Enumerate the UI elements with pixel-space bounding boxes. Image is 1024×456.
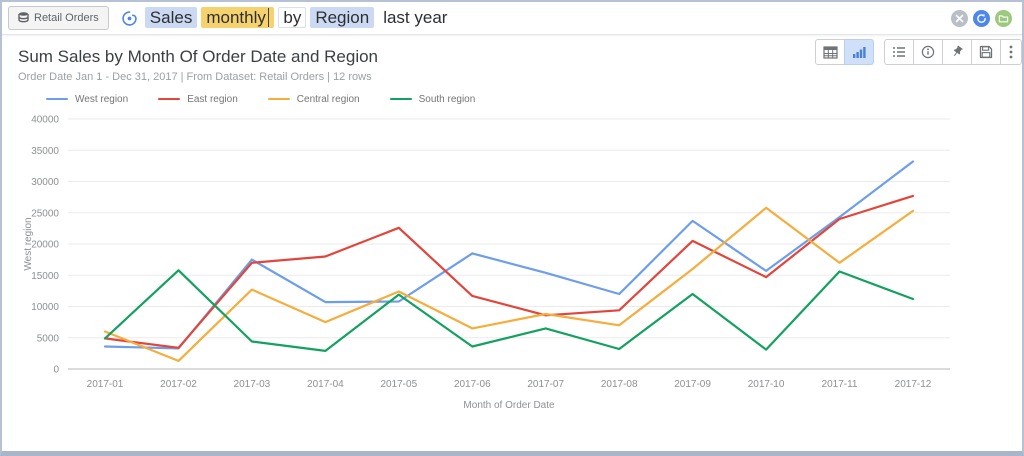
query-token-3[interactable]: Region [310, 7, 375, 28]
chart-plot-area[interactable]: 0 5000 10000 15000 20000 25000 30000 35000 40000… [18, 107, 1008, 411]
clear-query-icon[interactable] [951, 9, 968, 27]
query-input[interactable]: Sales monthly by Region last year [121, 7, 951, 29]
x-tick-label: 2017-08 [601, 379, 638, 390]
x-tick-label: 2017-09 [674, 379, 711, 390]
result-card: Sum Sales by Month Of Order Date and Reg… [2, 35, 1022, 414]
pin-button[interactable] [942, 39, 972, 65]
refresh-query-icon[interactable] [973, 9, 990, 27]
chart-view-button[interactable] [844, 39, 874, 65]
save-button[interactable] [971, 39, 1001, 65]
info-button[interactable] [913, 39, 943, 65]
legend-swatch [389, 97, 412, 101]
result-subtitle: Order Date Jan 1 - Dec 31, 2017 | From D… [18, 71, 372, 83]
table-view-button[interactable] [815, 39, 845, 65]
kebab-menu-icon [1009, 45, 1013, 59]
database-icon [18, 12, 29, 23]
y-tick-label: 35000 [31, 146, 59, 157]
y-tick-label: 0 [53, 365, 59, 376]
dataset-button[interactable]: Retail Orders [8, 6, 109, 30]
x-tick-label: 2017-05 [380, 379, 417, 390]
text-cursor [267, 8, 270, 27]
series-line-0 [103, 160, 915, 350]
legend-item-1[interactable]: East region [158, 94, 238, 105]
list-icon [893, 47, 905, 57]
series-line-1 [103, 194, 915, 349]
query-token-0[interactable]: Sales [144, 7, 198, 28]
y-tick-label: 25000 [31, 208, 59, 219]
y-axis-title: West region [23, 217, 34, 270]
table-icon [822, 45, 838, 59]
legend-label: East region [187, 93, 238, 105]
x-tick-label: 2017-10 [748, 379, 785, 390]
line-chart: West region East region Central region Sout… [18, 91, 1006, 414]
x-tick-label: 2017-11 [822, 379, 858, 390]
query-actions [951, 9, 1012, 27]
x-tick-label: 2017-03 [234, 379, 271, 390]
dataset-button-label: Retail Orders [34, 12, 99, 24]
legend-swatch [46, 97, 68, 101]
query-token-4[interactable]: last year [383, 8, 448, 27]
open-folder-icon[interactable] [995, 9, 1012, 27]
query-bar: Retail Orders Sales monthly by Region last y… [2, 2, 1022, 35]
legend-swatch [267, 97, 290, 101]
info-icon [921, 45, 935, 59]
more-options-button[interactable] [1000, 39, 1022, 65]
y-tick-label: 5000 [37, 333, 60, 344]
chart-toolbar [815, 39, 1022, 65]
series-line-3 [103, 269, 915, 352]
query-logo-icon [122, 10, 137, 26]
y-tick-label: 40000 [31, 115, 59, 126]
y-tick-label: 20000 [31, 240, 59, 251]
legend-label: West region [75, 93, 129, 105]
chart-actions-group [884, 39, 1022, 65]
legend-item-2[interactable]: Central region [267, 93, 360, 105]
page-title: Sum Sales by Month Of Order Date and Reg… [18, 47, 379, 66]
x-tick-label: 2017-04 [307, 379, 344, 390]
pushpin-icon [953, 45, 963, 57]
legend-item-3[interactable]: South region [389, 93, 476, 105]
query-token-2[interactable]: by [278, 7, 307, 28]
legend-swatch [158, 97, 181, 101]
chart-legend: West region East region Central region Sout… [46, 91, 1006, 107]
x-tick-label: 2017-06 [454, 379, 491, 390]
y-tick-label: 15000 [31, 271, 59, 282]
series-line-2 [103, 206, 915, 362]
y-tick-label: 10000 [31, 302, 59, 313]
x-tick-label: 2017-12 [895, 379, 932, 390]
bar-chart-icon [852, 46, 866, 58]
x-tick-label: 2017-02 [160, 379, 197, 390]
list-options-button[interactable] [884, 39, 914, 65]
x-tick-label: 2017-07 [527, 379, 564, 390]
save-icon [979, 45, 993, 59]
view-switch-group [815, 39, 874, 65]
legend-label: Central region [296, 93, 360, 105]
x-axis-title: Month of Order Date [463, 400, 555, 409]
legend-label: South region [418, 93, 476, 105]
query-token-1[interactable]: monthly [201, 7, 275, 28]
query-token-list: Sales monthly by Region last year [144, 7, 457, 29]
x-tick-label: 2017-01 [87, 379, 124, 390]
y-tick-label: 30000 [31, 177, 59, 188]
legend-item-0[interactable]: West region [46, 94, 128, 105]
